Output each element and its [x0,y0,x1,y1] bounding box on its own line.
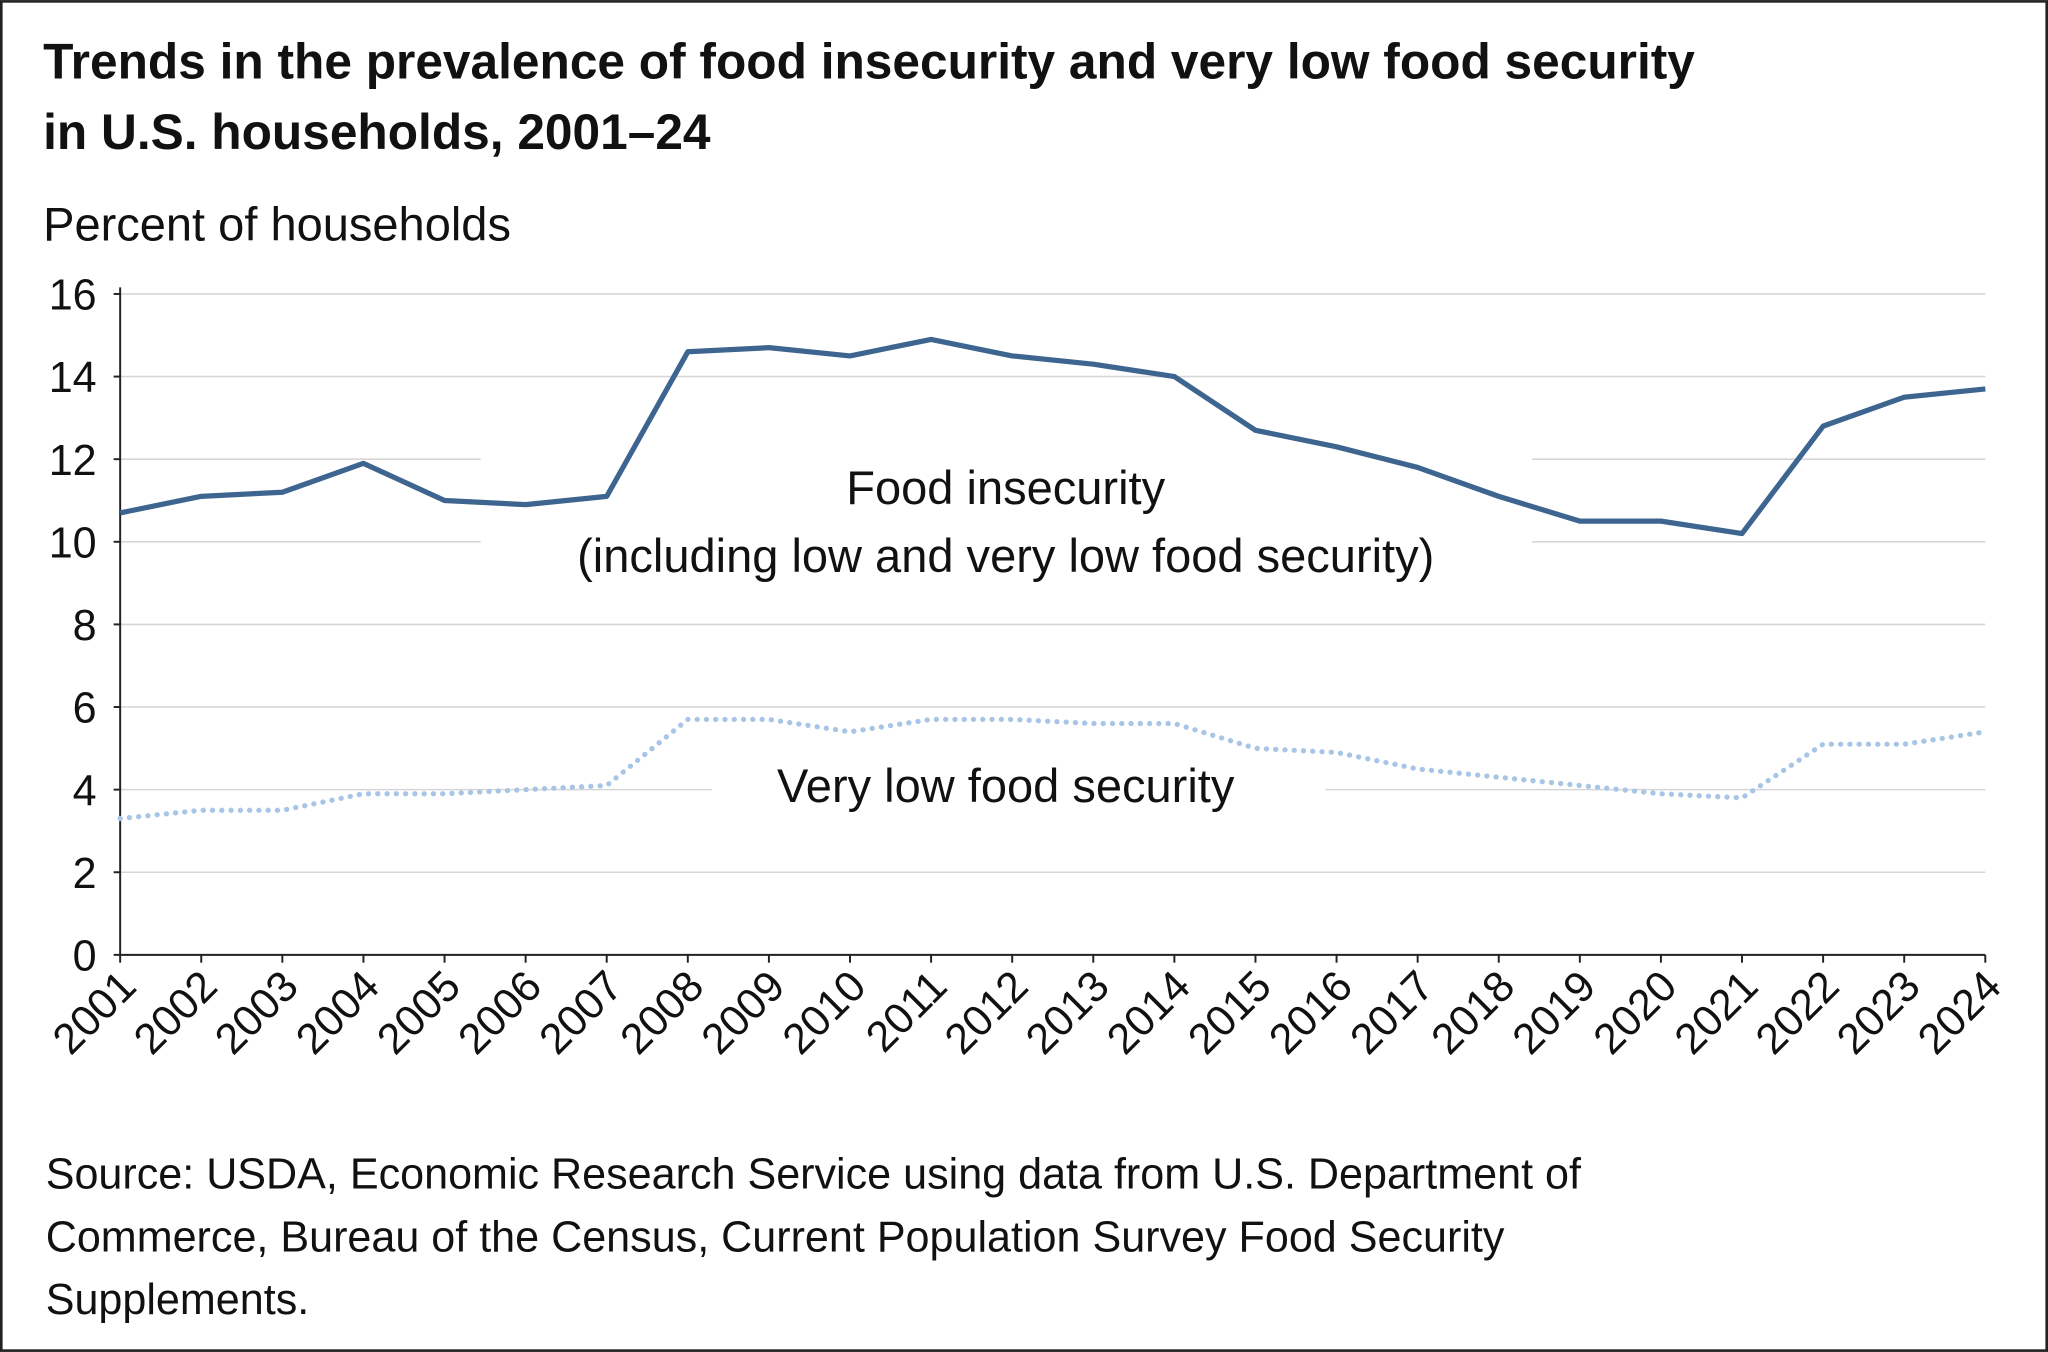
source: Supplements. [46,1276,310,1324]
annotation: Very low food security [777,759,1235,812]
y-tick-label: 4 [73,767,97,815]
y-tick-label: 16 [49,272,97,320]
y-axis-label: Percent of households [43,197,511,250]
label-bg [711,755,1326,814]
label-bg [480,448,1533,586]
y-tick-label: 14 [49,354,97,402]
y-tick-label: 12 [49,437,97,485]
series-line [119,336,1986,537]
annotation: Food insecurity [846,461,1165,514]
y-tick-label: 8 [73,602,97,650]
chart-title: Trends in the prevalence of food insecur… [43,33,1695,89]
source: Source: USDA, Economic Research Service … [46,1151,1582,1199]
annotation: (including low and very low food securit… [577,529,1434,582]
y-tick-label: 0 [73,933,97,981]
series-group [117,336,1988,822]
source: Commerce, Bureau of the Census, Current … [46,1213,1505,1261]
y-tick-label: 2 [73,850,97,898]
y-tick-label: 6 [73,685,97,733]
y-tick-label: 10 [49,519,97,567]
series-line [117,716,1988,822]
chart-title: in U.S. households, 2001–24 [43,104,711,160]
